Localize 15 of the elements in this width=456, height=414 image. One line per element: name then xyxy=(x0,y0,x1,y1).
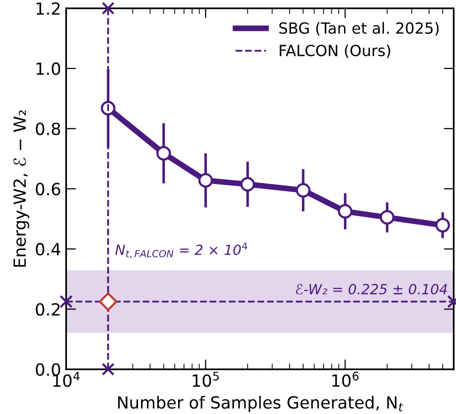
y-axis-title: Energy-W2, ℰ − W₂ xyxy=(13,110,30,267)
y-tick-label: 0.0 xyxy=(36,363,60,376)
x-tick-label: 10$^{6}$ xyxy=(332,372,359,387)
legend-label: SBG (Tan et al. 2025) xyxy=(279,22,439,36)
y-tick-label: 0.2 xyxy=(36,303,60,316)
y-tick-label: 0.6 xyxy=(36,182,60,196)
y-tick-label: 1.2 xyxy=(36,2,60,15)
annotation: N$_{t,FALCON}$ = 2 × 10$^{4}$ xyxy=(115,242,248,258)
x-tick-label: 10$^{5}$ xyxy=(192,372,219,387)
x-axis-title: Number of Samples Generated, N$_{t}$ xyxy=(118,396,404,412)
legend-label: FALCON (Ours) xyxy=(280,44,390,58)
y-tick-label: 0.4 xyxy=(36,242,60,256)
y-tick-label: 0.8 xyxy=(36,122,60,136)
band-label: ℰ-W₂ = 0.225 ± 0.104 xyxy=(296,284,447,294)
y-tick-label: 1.0 xyxy=(36,62,60,76)
